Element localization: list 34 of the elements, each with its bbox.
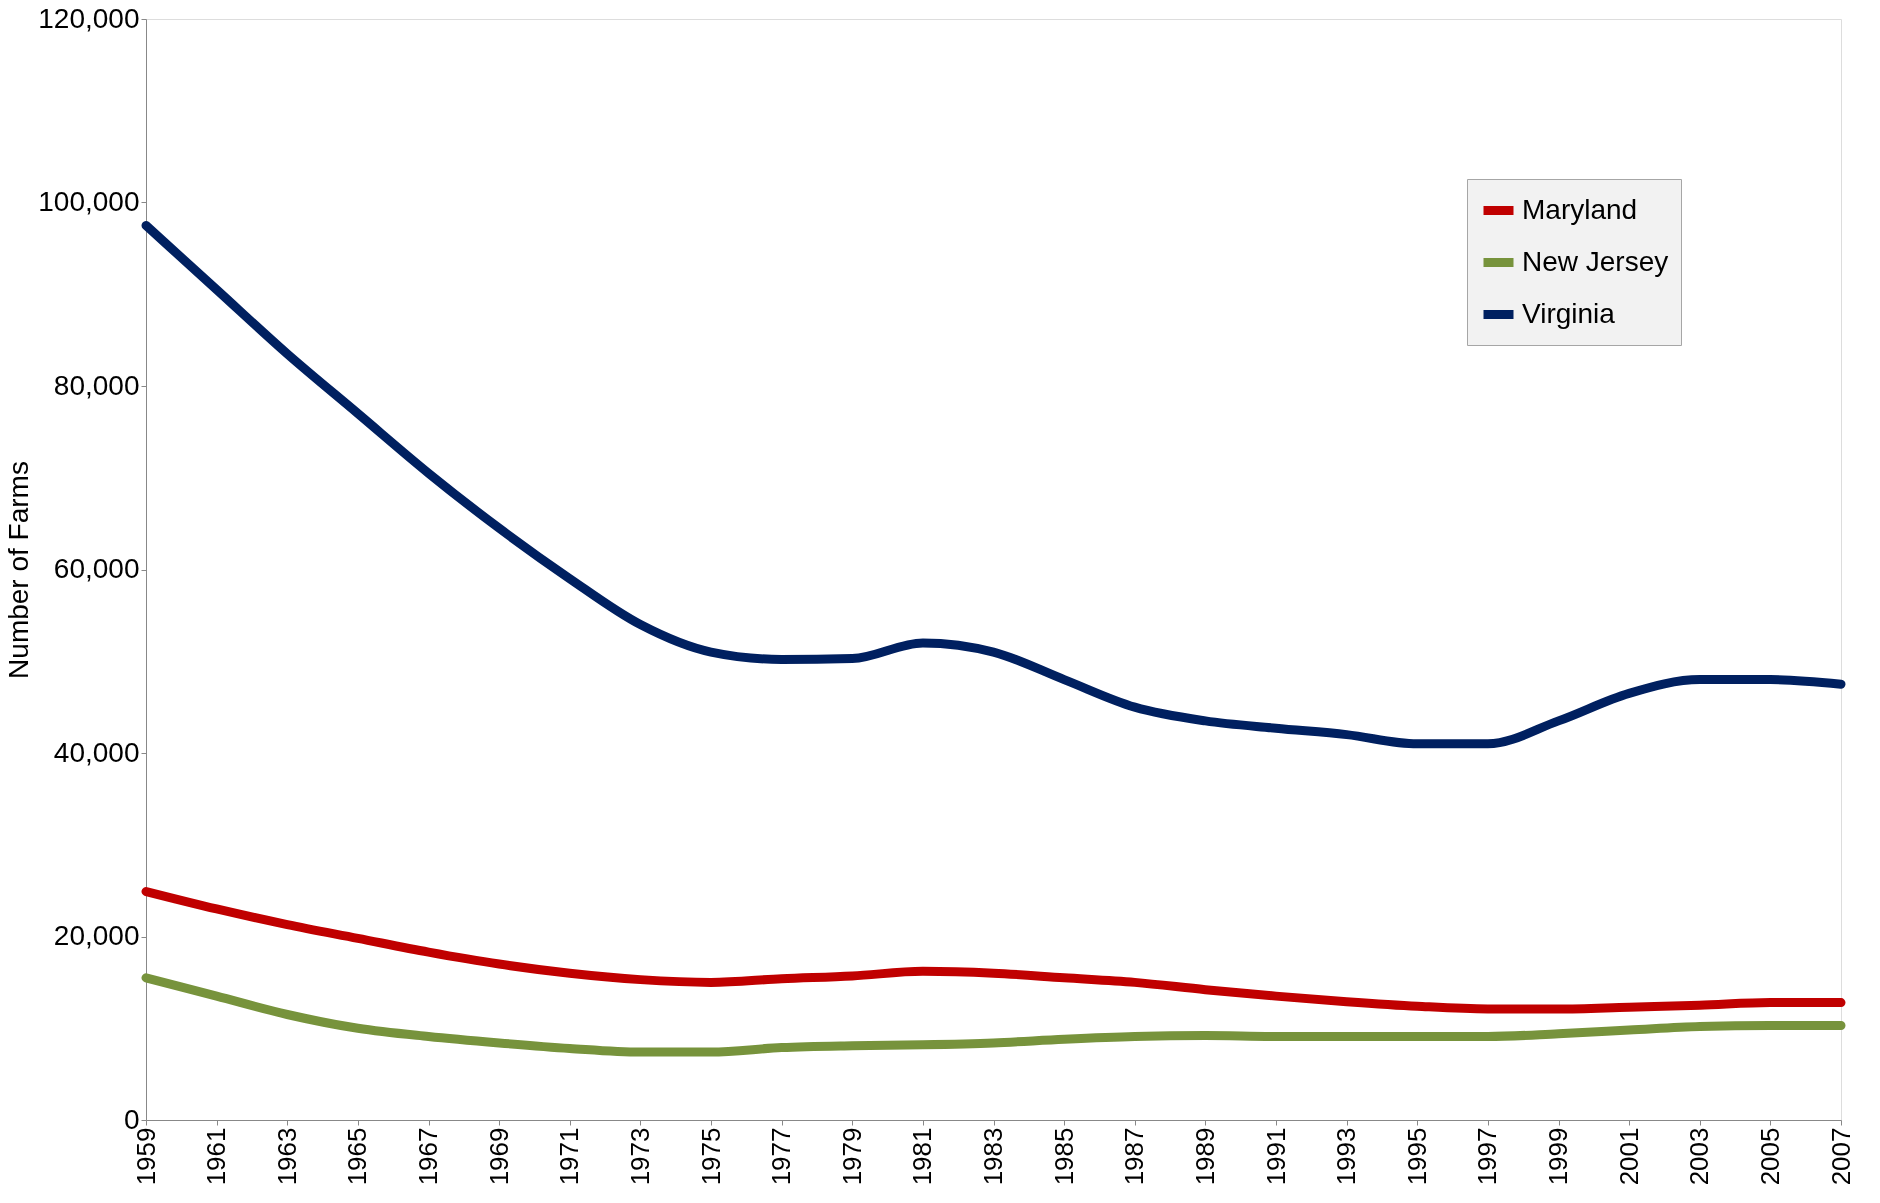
x-tick-label: 2005 [1754,1127,1785,1186]
x-tick-label: 1965 [342,1127,373,1186]
x-tick-label: 2003 [1684,1127,1715,1186]
x-tick-label: 1991 [1260,1127,1291,1186]
x-tick-label: 1999 [1543,1127,1573,1186]
x-tick-label: 1987 [1119,1127,1150,1186]
legend-label: Virginia [1522,297,1616,329]
y-tick-label: 60,000 [53,553,140,584]
x-tick-label: 1971 [554,1127,585,1186]
x-tick-label: 1967 [413,1127,443,1186]
legend-label: New Jersey [1522,245,1669,277]
y-axis-title: Number of Farms [3,461,35,679]
x-tick-label: 1997 [1472,1127,1503,1186]
x-tick-label: 1975 [695,1127,726,1186]
x-tick-label: 1993 [1331,1127,1362,1186]
x-tick-label: 1983 [978,1127,1008,1186]
y-tick-label: 20,000 [53,920,140,951]
y-tick-label: 120,000 [38,2,140,34]
x-tick-label: 1985 [1048,1127,1079,1186]
x-tick-label: 1977 [766,1127,797,1186]
x-tick-label: 1963 [271,1127,302,1186]
x-tick-label: 2007 [1825,1127,1856,1186]
legend-label: Maryland [1522,193,1638,225]
x-tick-label: 1979 [836,1127,867,1186]
x-tick-label: 1989 [1189,1127,1220,1186]
x-tick-label: 1981 [907,1127,938,1186]
y-tick-label: 40,000 [53,736,140,768]
x-tick-label: 2001 [1613,1127,1644,1186]
x-tick-label: 1969 [483,1127,514,1186]
x-tick-label: 1995 [1401,1127,1432,1186]
y-tick-label: 80,000 [53,369,140,401]
y-tick-label: 100,000 [38,186,140,217]
x-tick-label: 1973 [624,1127,655,1186]
x-tick-label: 1961 [201,1127,232,1186]
